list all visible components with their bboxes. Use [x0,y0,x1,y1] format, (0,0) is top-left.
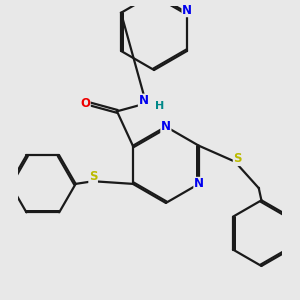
Text: N: N [139,94,148,107]
Text: H: H [155,101,164,111]
Text: N: N [161,120,171,133]
Text: N: N [182,4,192,17]
Text: O: O [80,97,90,110]
Text: S: S [89,170,98,184]
Text: N: N [194,177,204,190]
Text: S: S [233,152,242,166]
